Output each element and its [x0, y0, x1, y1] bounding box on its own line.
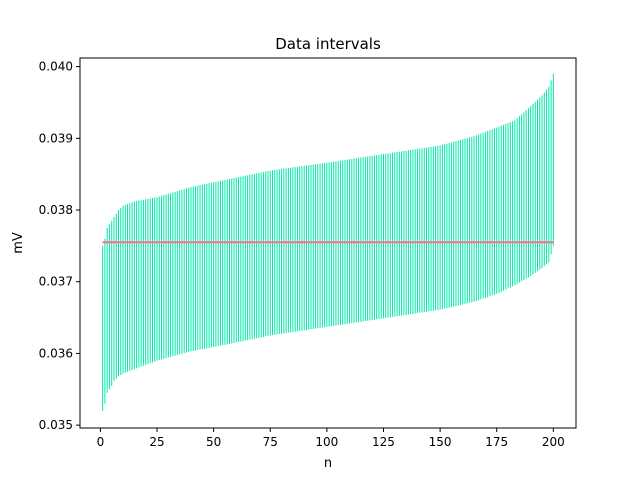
x-axis-ticks: 0 25 50 75 100 125 150 175 200 [97, 428, 565, 449]
x-tick-label: 0 [97, 435, 105, 449]
x-tick-label: 100 [315, 435, 338, 449]
y-axis-label: mV [11, 232, 26, 254]
y-tick-label: 0.038 [39, 203, 73, 217]
y-tick-label: 0.037 [39, 275, 73, 289]
x-axis-label: n [324, 456, 332, 471]
chart-title: Data intervals [275, 35, 381, 53]
y-tick-label: 0.036 [39, 346, 73, 360]
y-tick-label: 0.035 [39, 418, 73, 432]
interval-series [102, 73, 554, 411]
x-tick-label: 25 [149, 435, 164, 449]
x-tick-label: 50 [206, 435, 221, 449]
plot-frame [79, 57, 577, 429]
y-tick-label: 0.039 [39, 131, 73, 145]
x-tick-label: 175 [485, 435, 508, 449]
y-tick-label: 0.040 [39, 60, 73, 74]
y-axis-ticks: 0.035 0.036 0.037 0.038 0.039 0.040 [39, 60, 80, 432]
x-tick-label: 200 [542, 435, 565, 449]
x-tick-label: 125 [372, 435, 395, 449]
x-tick-label: 75 [263, 435, 278, 449]
x-tick-label: 150 [429, 435, 452, 449]
